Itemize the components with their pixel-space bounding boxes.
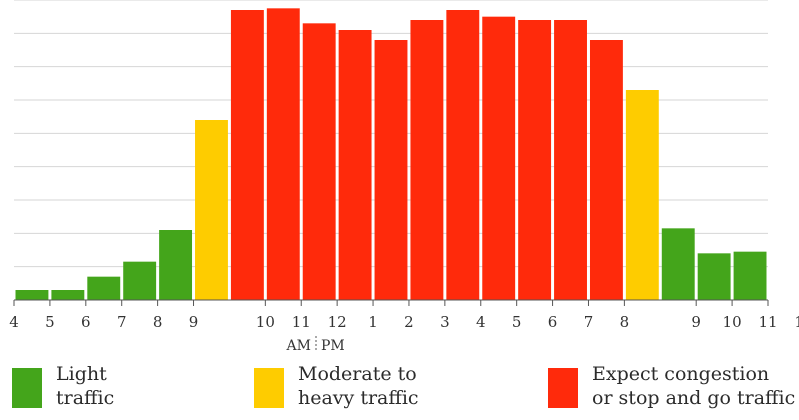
legend-label-heavy: Expect congestion or stop and go traffic: [592, 362, 795, 410]
bar-21: [733, 251, 767, 300]
x-tick-label: 8: [620, 313, 630, 331]
light-traffic-swatch: [12, 368, 42, 408]
am-label: AM: [286, 338, 311, 354]
bar-7: [230, 10, 264, 300]
legend-moderate-line2: heavy traffic: [298, 387, 419, 409]
x-ticks: 456789101112123456789101112: [9, 300, 799, 331]
bar-18: [625, 90, 659, 300]
x-tick-label: 12: [794, 313, 799, 331]
legend-label-light: Light traffic: [56, 362, 114, 410]
legend-light-line1: Light: [56, 363, 107, 385]
traffic-bar-chart: 456789101112123456789101112 AM PM: [9, 0, 799, 354]
bar-5: [159, 230, 193, 300]
legend-item-light: Light traffic: [12, 362, 114, 410]
x-tick-label: 5: [512, 313, 522, 331]
x-tick-label: 1: [368, 313, 378, 331]
bar-3: [87, 276, 121, 300]
x-tick-label: 2: [404, 313, 414, 331]
x-tick-label: 3: [440, 313, 450, 331]
bar-2: [51, 290, 85, 300]
bar-9: [302, 23, 336, 300]
bar-19: [661, 228, 695, 300]
x-tick-label: 6: [81, 313, 91, 331]
bars: [15, 8, 767, 301]
x-tick-label: 12: [328, 313, 347, 331]
x-tick-label: 8: [153, 313, 163, 331]
heavy-traffic-swatch: [548, 368, 578, 408]
bar-17: [589, 40, 623, 300]
x-tick-label: 4: [9, 313, 19, 331]
bar-6: [195, 120, 228, 300]
x-tick-label: 10: [256, 313, 275, 331]
bar-15: [518, 20, 552, 300]
bar-16: [554, 20, 587, 300]
bar-11: [374, 40, 408, 300]
bar-10: [338, 30, 372, 300]
x-tick-label: 9: [189, 313, 199, 331]
legend-light-line2: traffic: [56, 387, 115, 409]
legend-moderate-line1: Moderate to: [298, 363, 417, 385]
bar-12: [410, 20, 444, 300]
x-tick-label: 7: [117, 313, 127, 331]
x-tick-label: 10: [723, 313, 742, 331]
bar-8: [266, 8, 300, 300]
x-tick-label: 4: [476, 313, 486, 331]
legend: Light traffic Moderate to heavy traffic …: [0, 362, 799, 420]
legend-item-heavy: Expect congestion or stop and go traffic: [548, 362, 795, 410]
legend-heavy-line1: Expect congestion: [592, 363, 770, 385]
x-tick-label: 11: [292, 313, 311, 331]
x-tick-label: 6: [548, 313, 558, 331]
bar-13: [446, 10, 480, 300]
bar-20: [697, 253, 731, 300]
bar-1: [15, 290, 49, 300]
x-tick-label: 9: [691, 313, 701, 331]
bar-4: [123, 261, 157, 300]
bar-14: [482, 16, 516, 301]
x-tick-label: 7: [584, 313, 594, 331]
x-tick-label: 11: [758, 313, 777, 331]
pm-label: PM: [321, 338, 345, 354]
legend-heavy-line2: or stop and go traffic: [592, 387, 796, 409]
moderate-traffic-swatch: [254, 368, 284, 408]
legend-label-moderate: Moderate to heavy traffic: [298, 362, 419, 410]
legend-item-moderate: Moderate to heavy traffic: [254, 362, 419, 410]
x-tick-label: 5: [45, 313, 55, 331]
